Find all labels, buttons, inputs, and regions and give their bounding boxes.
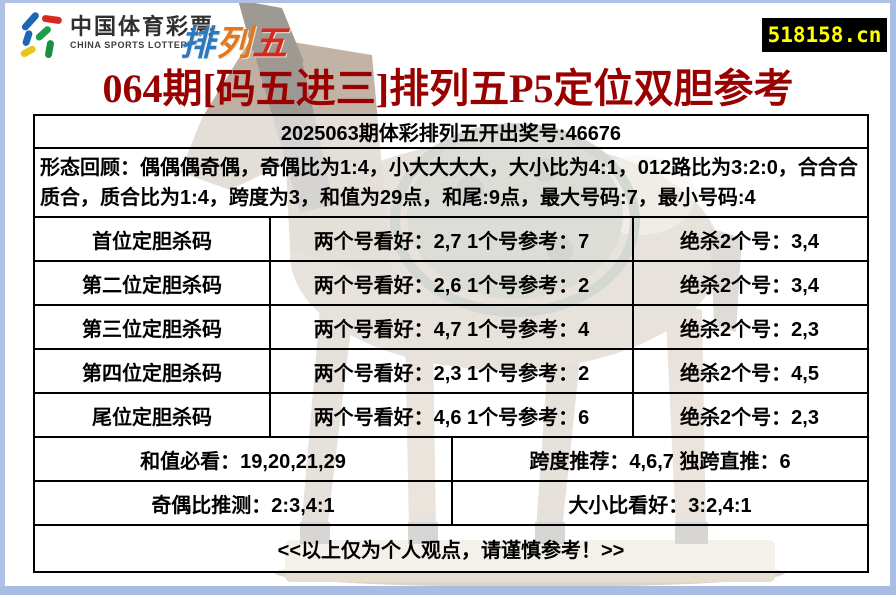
position-kill: 绝杀2个号：3,4 xyxy=(632,262,865,304)
position-label: 第四位定胆杀码 xyxy=(35,350,269,392)
page-border-bottom xyxy=(0,586,896,595)
sum-values-cell: 和值必看：19,20,21,29 xyxy=(35,438,451,480)
big-small-ratio-cell: 大小比看好：3:2,4:1 xyxy=(451,482,867,524)
position-kill: 绝杀2个号：4,5 xyxy=(632,350,865,392)
table-row: 第二位定胆杀码 两个号看好：2,6 1个号参考：2 绝杀2个号：3,4 xyxy=(35,260,867,304)
site-watermark-badge: 518158.cn xyxy=(762,18,887,52)
odd-even-ratio-cell: 奇偶比推测：2:3,4:1 xyxy=(35,482,451,524)
position-label: 首位定胆杀码 xyxy=(35,218,269,260)
position-label: 第二位定胆杀码 xyxy=(35,262,269,304)
brand-block: 中国体育彩票 CHINA SPORTS LOTTERY xyxy=(70,16,214,50)
position-label: 尾位定胆杀码 xyxy=(35,394,269,436)
sports-lottery-logo-icon xyxy=(18,10,64,62)
position-kill: 绝杀2个号：3,4 xyxy=(632,218,865,260)
table-row: 第四位定胆杀码 两个号看好：2,3 1个号参考：2 绝杀2个号：4,5 xyxy=(35,348,867,392)
page-border-left xyxy=(0,0,5,595)
draw-result-cell: 2025063期体彩排列五开出奖号:46676 xyxy=(35,116,867,147)
pattern-review-cell: 形态回顾：偶偶偶奇偶，奇偶比为1:4，小大大大大，大小比为4:1，012路比为3… xyxy=(35,149,867,216)
table-row: 尾位定胆杀码 两个号看好：4,6 1个号参考：6 绝杀2个号：2,3 xyxy=(35,392,867,436)
brand-name-en: CHINA SPORTS LOTTERY xyxy=(70,40,194,50)
disclaimer-cell: <<以上仅为个人观点，请谨慎参考！>> xyxy=(35,526,867,571)
table-row: 形态回顾：偶偶偶奇偶，奇偶比为1:4，小大大大大，大小比为4:1，012路比为3… xyxy=(35,147,867,216)
table-row: <<以上仅为个人观点，请谨慎参考！>> xyxy=(35,524,867,571)
position-picks: 两个号看好：2,6 1个号参考：2 xyxy=(269,262,632,304)
page-border-right xyxy=(890,0,896,595)
position-picks: 两个号看好：4,7 1个号参考：4 xyxy=(269,306,632,348)
position-picks: 两个号看好：4,6 1个号参考：6 xyxy=(269,394,632,436)
span-values-cell: 跨度推荐：4,6,7 独跨直推：6 xyxy=(451,438,867,480)
table-row: 第三位定胆杀码 两个号看好：4,7 1个号参考：4 绝杀2个号：2,3 xyxy=(35,304,867,348)
table-row: 奇偶比推测：2:3,4:1 大小比看好：3:2,4:1 xyxy=(35,480,867,524)
brand-name-cn: 中国体育彩票 xyxy=(70,14,215,39)
prediction-table: 2025063期体彩排列五开出奖号:46676 形态回顾：偶偶偶奇偶，奇偶比为1… xyxy=(33,114,869,573)
position-label: 第三位定胆杀码 xyxy=(35,306,269,348)
table-row: 首位定胆杀码 两个号看好：2,7 1个号参考：7 绝杀2个号：3,4 xyxy=(35,216,867,260)
position-kill: 绝杀2个号：2,3 xyxy=(632,306,865,348)
table-row: 2025063期体彩排列五开出奖号:46676 xyxy=(35,116,867,147)
table-row: 和值必看：19,20,21,29 跨度推荐：4,6,7 独跨直推：6 xyxy=(35,436,867,480)
position-picks: 两个号看好：2,7 1个号参考：7 xyxy=(269,218,632,260)
page-border-top xyxy=(0,0,896,3)
position-kill: 绝杀2个号：2,3 xyxy=(632,394,865,436)
position-picks: 两个号看好：2,3 1个号参考：2 xyxy=(269,350,632,392)
page-title: 064期[码五进三]排列五P5定位双胆参考 xyxy=(102,66,794,111)
